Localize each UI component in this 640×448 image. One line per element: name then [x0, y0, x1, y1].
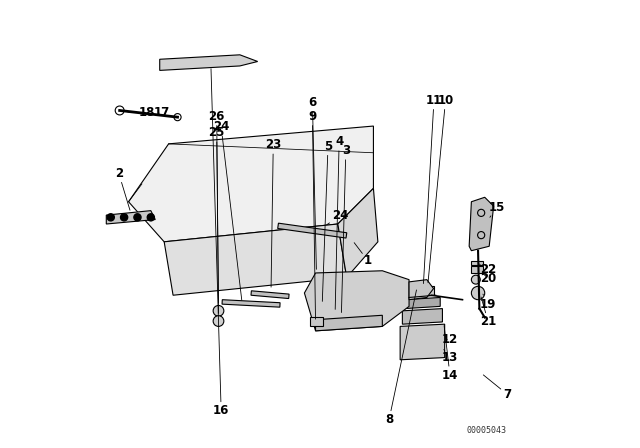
Text: 24: 24	[213, 121, 242, 300]
Circle shape	[134, 214, 141, 221]
Text: 13: 13	[442, 349, 458, 364]
Polygon shape	[469, 197, 493, 251]
Circle shape	[213, 316, 224, 327]
Text: 22: 22	[479, 263, 497, 276]
Bar	[310, 318, 323, 327]
Text: 10: 10	[428, 94, 454, 283]
Bar	[409, 286, 433, 295]
Bar	[278, 223, 347, 238]
Text: 23: 23	[265, 138, 282, 287]
Text: 15: 15	[489, 201, 506, 217]
Bar	[222, 300, 280, 307]
Bar	[472, 260, 483, 265]
Text: 6: 6	[308, 96, 317, 269]
Text: 26: 26	[209, 110, 225, 314]
Polygon shape	[160, 55, 258, 70]
Circle shape	[120, 214, 127, 221]
Circle shape	[213, 306, 224, 316]
Text: 4: 4	[335, 135, 343, 310]
Polygon shape	[316, 315, 382, 331]
Text: 25: 25	[209, 126, 225, 303]
Text: 9: 9	[308, 110, 317, 319]
Bar	[251, 291, 289, 298]
Polygon shape	[404, 297, 440, 309]
Polygon shape	[403, 309, 442, 324]
Circle shape	[147, 214, 154, 221]
Text: 20: 20	[480, 272, 497, 285]
Text: 1: 1	[354, 243, 372, 267]
Polygon shape	[164, 224, 347, 295]
Text: 14: 14	[442, 326, 458, 382]
Text: 18: 18	[128, 106, 156, 119]
Text: 17: 17	[154, 106, 170, 119]
Text: 12: 12	[442, 333, 458, 346]
Text: 8: 8	[385, 290, 417, 426]
Polygon shape	[338, 188, 378, 277]
Polygon shape	[409, 280, 433, 300]
Polygon shape	[305, 271, 409, 331]
Polygon shape	[106, 211, 156, 224]
Text: 5: 5	[323, 140, 332, 302]
Polygon shape	[400, 324, 445, 360]
Circle shape	[472, 286, 484, 300]
Text: 16: 16	[211, 69, 229, 418]
Polygon shape	[129, 126, 373, 242]
Text: 21: 21	[480, 297, 497, 328]
Circle shape	[472, 275, 480, 284]
Text: 7: 7	[483, 375, 511, 401]
Text: 11: 11	[424, 94, 442, 284]
Text: 19: 19	[480, 294, 497, 310]
Text: 00005043: 00005043	[467, 426, 507, 435]
Text: 24: 24	[327, 210, 348, 225]
Text: 2: 2	[115, 167, 130, 210]
Text: 3: 3	[342, 144, 350, 313]
Bar	[472, 266, 483, 273]
Circle shape	[107, 214, 115, 221]
